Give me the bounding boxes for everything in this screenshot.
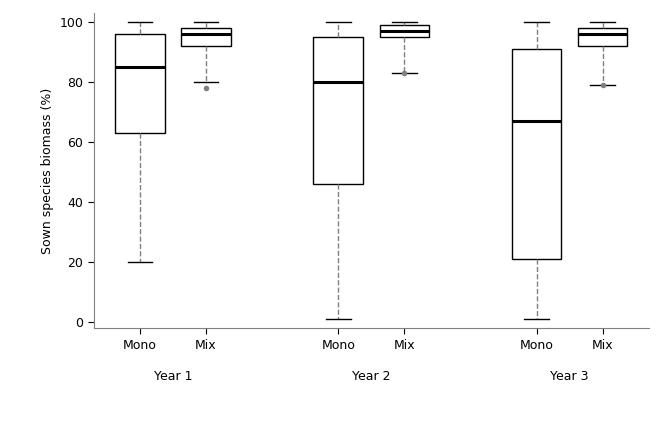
PathPatch shape xyxy=(578,28,628,46)
Text: Year 2: Year 2 xyxy=(352,370,391,383)
PathPatch shape xyxy=(115,34,165,133)
PathPatch shape xyxy=(181,28,231,46)
PathPatch shape xyxy=(314,37,363,184)
Y-axis label: Sown species biomass (%): Sown species biomass (%) xyxy=(41,88,54,253)
PathPatch shape xyxy=(379,25,429,37)
PathPatch shape xyxy=(512,49,561,259)
Text: Year 3: Year 3 xyxy=(551,370,589,383)
Text: Year 1: Year 1 xyxy=(154,370,192,383)
